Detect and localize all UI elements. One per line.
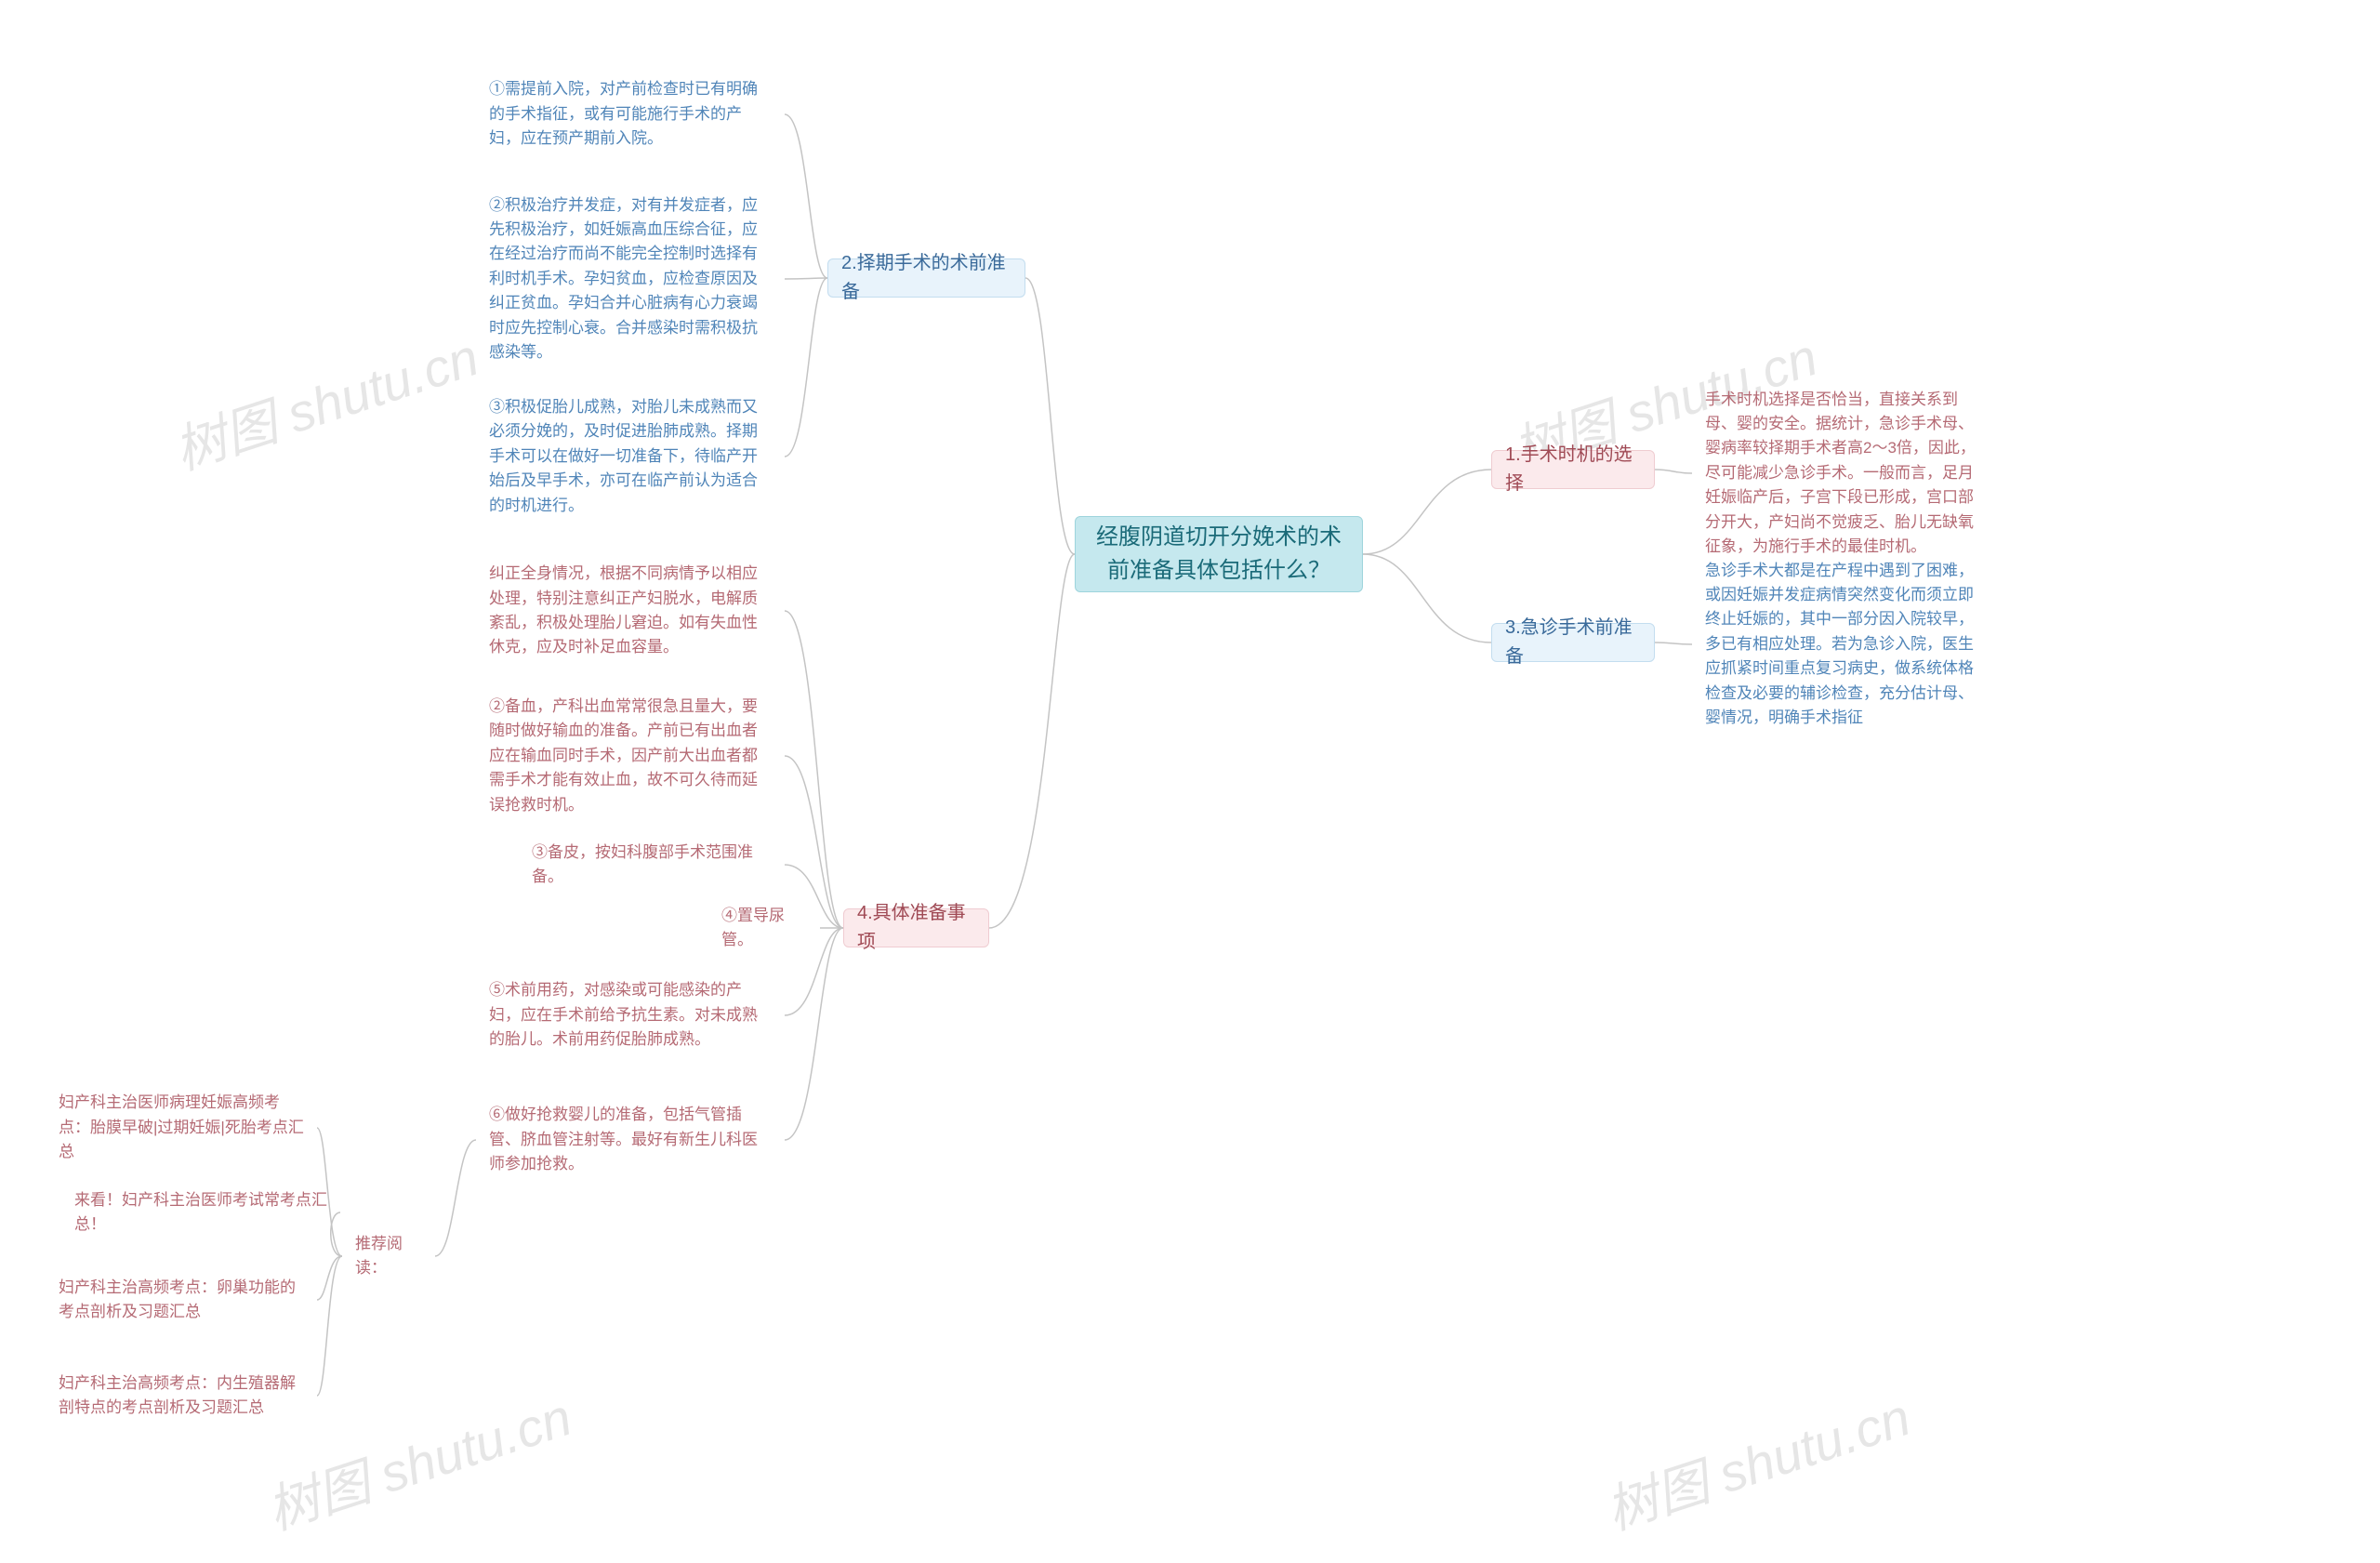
branch-1-label: 1.手术时机的选择 [1505,441,1641,498]
rec-label: 推荐阅读： [355,1232,422,1281]
branch-2[interactable]: 2.择期手术的术前准备 [827,258,1025,298]
branch-3-leaf: 急诊手术大都是在产程中遇到了困难，或因妊娠并发症病情突然变化而须立即终止妊娠的，… [1692,563,2001,726]
rec-link-1[interactable]: 妇产科主治医师病理妊娠高频考点：胎膜早破|过期妊娠|死胎考点汇总 [46,1100,317,1156]
branch-3[interactable]: 3.急诊手术前准备 [1491,623,1655,662]
leaf-text: ⑤术前用药，对感染或可能感染的产妇，应在手术前给予抗生素。对未成熟的胎儿。术前用… [489,978,772,1052]
leaf-text: 急诊手术大都是在产程中遇到了困难，或因妊娠并发症病情突然变化而须立即终止妊娠的，… [1705,559,1988,730]
rec-link-3[interactable]: 妇产科主治高频考点：卵巢功能的考点剖析及习题汇总 [46,1272,317,1328]
branch-4-leaf-2: ②备血，产科出血常常很急且量大，要随时做好输血的准备。产前已有出血者应在输血同时… [476,703,785,809]
branch-3-label: 3.急诊手术前准备 [1505,614,1641,671]
leaf-text: ③备皮，按妇科腹部手术范围准备。 [532,841,772,890]
rec-link-2[interactable]: 来看！妇产科主治医师考试常考点汇总！ [61,1196,340,1229]
leaf-text: ②积极治疗并发症，对有并发症者，应先积极治疗，如妊娠高血压综合征，应在经过治疗而… [489,193,772,364]
rec-text: 妇产科主治医师病理妊娠高频考点：胎膜早破|过期妊娠|死胎考点汇总 [59,1091,304,1164]
recommended-label: 推荐阅读： [342,1239,435,1273]
branch-2-leaf-2: ②积极治疗并发症，对有并发症者，应先积极治疗，如妊娠高血压综合征，应在经过治疗而… [476,197,785,361]
leaf-text: 纠正全身情况，根据不同病情予以相应处理，特别注意纠正产妇脱水，电解质紊乱，积极处… [489,562,772,659]
watermark: 树图 shutu.cn [1595,1376,1919,1545]
root-node[interactable]: 经腹阴道切开分娩术的术前准备具体包括什么？ [1075,516,1363,592]
leaf-text: 手术时机选择是否恰当，直接关系到母、婴的安全。据统计，急诊手术母、婴病率较择期手… [1705,388,1988,559]
branch-4-leaf-4: ④置导尿管。 [708,911,820,945]
leaf-text: ③积极促胎儿成熟，对胎儿未成熟而又必须分娩的，及时促进胎肺成熟。择期手术可以在做… [489,395,772,518]
branch-2-leaf-1: ①需提前入院，对产前检查时已有明确的手术指征，或有可能施行手术的产妇，应在预产期… [476,74,785,154]
branch-4-leaf-6: ⑥做好抢救婴儿的准备，包括气管插管、脐血管注射等。最好有新生儿科医师参加抢救。 [476,1108,785,1172]
branch-2-leaf-3: ③积极促胎儿成熟，对胎儿未成熟而又必须分娩的，及时促进胎肺成熟。择期手术可以在做… [476,404,785,510]
root-label: 经腹阴道切开分娩术的术前准备具体包括什么？ [1089,521,1349,588]
leaf-text: ④置导尿管。 [721,904,807,953]
branch-4-label: 4.具体准备事项 [857,899,975,957]
rec-text: 妇产科主治高频考点：内生殖器解剖特点的考点剖析及习题汇总 [59,1371,304,1421]
mindmap-connectors [0,0,2380,1563]
branch-4-leaf-1: 纠正全身情况，根据不同病情予以相应处理，特别注意纠正产妇脱水，电解质紊乱，积极处… [476,558,785,664]
branch-2-label: 2.择期手术的术前准备 [841,249,1012,307]
leaf-text: ⑥做好抢救婴儿的准备，包括气管插管、脐血管注射等。最好有新生儿科医师参加抢救。 [489,1103,772,1176]
leaf-text: ①需提前入院，对产前检查时已有明确的手术指征，或有可能施行手术的产妇，应在预产期… [489,77,772,151]
branch-1-leaf: 手术时机选择是否恰当，直接关系到母、婴的安全。据统计，急诊手术母、婴病率较择期手… [1692,391,2001,555]
rec-text: 来看！妇产科主治医师考试常考点汇总！ [74,1188,327,1238]
branch-4[interactable]: 4.具体准备事项 [843,908,989,947]
watermark: 树图 shutu.cn [164,316,487,485]
rec-text: 妇产科主治高频考点：卵巢功能的考点剖析及习题汇总 [59,1276,304,1325]
leaf-text: ②备血，产科出血常常很急且量大，要随时做好输血的准备。产前已有出血者应在输血同时… [489,695,772,817]
branch-1[interactable]: 1.手术时机的选择 [1491,450,1655,489]
rec-link-4[interactable]: 妇产科主治高频考点：内生殖器解剖特点的考点剖析及习题汇总 [46,1368,317,1424]
branch-4-leaf-3: ③备皮，按妇科腹部手术范围准备。 [519,848,785,881]
branch-4-leaf-5: ⑤术前用药，对感染或可能感染的产妇，应在手术前给予抗生素。对未成熟的胎儿。术前用… [476,974,785,1056]
